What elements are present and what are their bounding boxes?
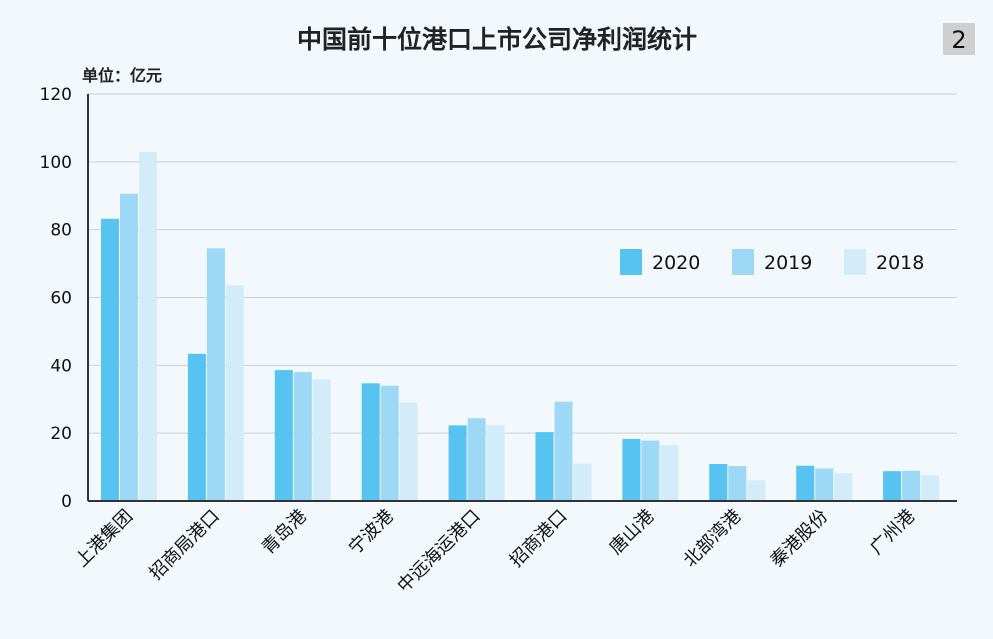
page-badge-text: 2 <box>951 26 966 54</box>
bar-2018-5 <box>573 463 592 501</box>
y-tick-label: 100 <box>40 153 72 173</box>
x-tick-label: 宁波港 <box>345 506 398 559</box>
bar-2019-9 <box>902 470 921 501</box>
bar-2020-3 <box>361 383 380 501</box>
bars <box>101 151 940 501</box>
x-tick-label: 青岛港 <box>258 506 311 559</box>
x-tick-label: 上港集团 <box>71 506 137 572</box>
bar-2018-8 <box>834 473 853 501</box>
unit-label: 单位：亿元 <box>82 66 162 85</box>
y-tick-label: 60 <box>50 289 72 309</box>
bar-2018-1 <box>225 285 244 501</box>
bar-2018-9 <box>921 475 940 501</box>
x-tick-label: 招商港口 <box>506 506 572 572</box>
x-tick-label: 广州港 <box>866 506 919 559</box>
bar-2018-3 <box>399 402 418 501</box>
y-axis-ticks: 0 20 40 60 80 100 120 <box>40 85 72 512</box>
bar-2020-7 <box>709 464 728 501</box>
bar-2019-3 <box>380 385 399 501</box>
x-tick-label: 北部湾港 <box>680 506 746 572</box>
bar-2019-5 <box>554 401 573 501</box>
legend-label: 2019 <box>764 252 812 274</box>
y-tick-label: 40 <box>50 356 72 376</box>
bar-2018-2 <box>312 379 331 501</box>
legend-swatch-2018 <box>844 249 866 275</box>
legend-swatch-2020 <box>620 249 642 275</box>
bar-2019-4 <box>467 418 486 501</box>
bar-2018-6 <box>660 445 679 501</box>
bar-2018-0 <box>139 151 157 501</box>
bar-2019-1 <box>206 248 225 501</box>
page-badge-bg <box>943 23 975 55</box>
bar-2020-4 <box>448 425 467 501</box>
bar-2019-6 <box>641 440 660 501</box>
bar-2019-7 <box>728 466 747 501</box>
bar-2020-5 <box>535 432 554 501</box>
bar-2020-0 <box>101 218 119 501</box>
x-tick-label: 招商局港口 <box>145 506 223 584</box>
axes <box>87 94 957 502</box>
legend-label: 2020 <box>652 252 700 274</box>
bar-2020-9 <box>883 471 902 501</box>
bar-2020-1 <box>187 353 206 501</box>
bar-2019-0 <box>120 193 138 501</box>
bar-2018-4 <box>486 425 505 501</box>
page-badge: 2 <box>943 23 975 55</box>
legend-label: 2018 <box>876 252 924 274</box>
bar-2019-2 <box>293 372 312 501</box>
x-tick-label: 唐山港 <box>605 506 658 559</box>
chart-title: 中国前十位港口上市公司净利润统计 <box>297 25 697 54</box>
bar-2020-2 <box>274 370 293 501</box>
bar-2020-8 <box>796 465 815 501</box>
y-tick-label: 120 <box>40 85 72 105</box>
y-tick-label: 0 <box>61 492 72 512</box>
x-tick-label: 中远海运港口 <box>393 506 484 597</box>
x-tick-label: 秦港股份 <box>766 506 832 572</box>
y-tick-label: 80 <box>50 221 72 241</box>
legend: 2020 2019 2018 <box>620 249 924 275</box>
bar-2019-8 <box>815 468 834 501</box>
bar-2018-7 <box>747 480 766 501</box>
bar-2020-6 <box>622 438 641 501</box>
legend-swatch-2019 <box>732 249 754 275</box>
y-tick-label: 20 <box>50 424 72 444</box>
